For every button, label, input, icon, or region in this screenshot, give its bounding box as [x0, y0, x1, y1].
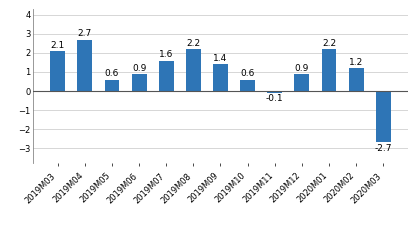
Bar — [240, 80, 255, 91]
Bar — [349, 68, 364, 91]
Bar — [267, 91, 282, 93]
Text: 0.6: 0.6 — [105, 69, 119, 78]
Text: 2.2: 2.2 — [322, 39, 336, 48]
Text: -2.7: -2.7 — [374, 144, 392, 153]
Bar — [295, 74, 310, 91]
Text: 0.9: 0.9 — [132, 64, 146, 73]
Text: 2.2: 2.2 — [186, 39, 201, 48]
Bar — [322, 49, 337, 91]
Bar — [213, 64, 228, 91]
Text: -0.1: -0.1 — [266, 94, 284, 103]
Bar — [131, 74, 146, 91]
Text: 1.6: 1.6 — [159, 50, 173, 59]
Text: 1.2: 1.2 — [349, 58, 363, 67]
Text: 0.6: 0.6 — [240, 69, 255, 78]
Text: 0.9: 0.9 — [295, 64, 309, 73]
Bar — [186, 49, 201, 91]
Bar — [159, 61, 174, 91]
Text: 2.7: 2.7 — [78, 29, 92, 38]
Text: 1.4: 1.4 — [213, 54, 228, 63]
Text: 2.1: 2.1 — [51, 41, 65, 50]
Bar — [376, 91, 391, 143]
Bar — [50, 51, 65, 91]
Bar — [104, 80, 119, 91]
Bar — [77, 39, 92, 91]
